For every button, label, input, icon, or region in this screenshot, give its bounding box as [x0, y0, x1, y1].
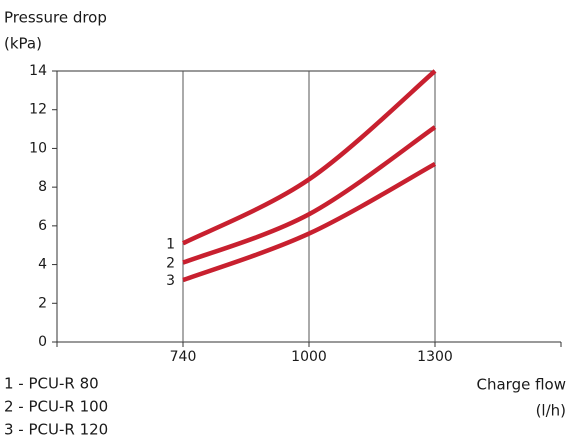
x-tick-label: 1000 [291, 349, 327, 365]
y-tick-label: 8 [38, 179, 47, 195]
y-tick-label: 14 [29, 63, 47, 79]
series-label: 3 [166, 273, 175, 289]
x-axis-label: (l/h) [536, 402, 566, 420]
x-tick-label: 740 [170, 349, 197, 365]
y-tick-label: 4 [38, 257, 47, 273]
series-label: 2 [166, 256, 175, 272]
legend-entry: 1 - PCU-R 80 [4, 375, 99, 393]
y-axis-label: Pressure drop [4, 9, 107, 27]
y-tick-label: 2 [38, 295, 47, 311]
x-tick-label: 1300 [417, 349, 453, 365]
series-line [181, 69, 437, 246]
y-tick-label: 0 [38, 334, 47, 350]
y-tick-label: 10 [29, 140, 47, 156]
y-axis-label: (kPa) [4, 35, 42, 53]
y-tick-label: 12 [29, 102, 47, 118]
x-axis-label: Charge flow [477, 376, 567, 394]
series-line [182, 125, 437, 265]
y-tick-label: 6 [38, 218, 47, 234]
series-line [182, 161, 437, 283]
series-label: 1 [166, 236, 175, 252]
legend-entry: 2 - PCU-R 100 [4, 398, 108, 416]
legend-entry: 3 - PCU-R 120 [4, 421, 108, 439]
